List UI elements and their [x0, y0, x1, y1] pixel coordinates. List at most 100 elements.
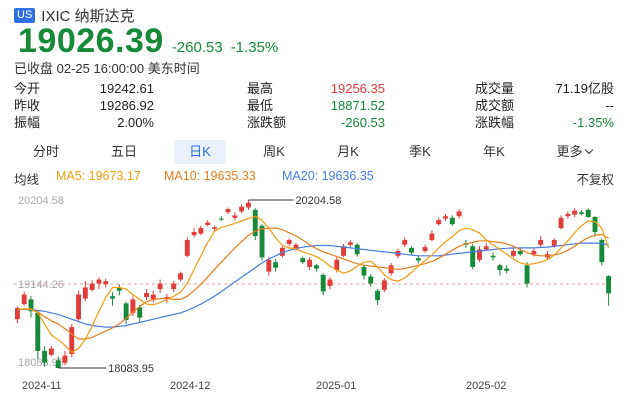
stat-value: 19256.35	[330, 81, 385, 96]
candle-body	[286, 239, 292, 244]
candle-body	[76, 294, 82, 320]
candle-body	[225, 209, 231, 213]
candle-body	[361, 266, 367, 276]
tab-daily-k[interactable]: 日K	[174, 140, 226, 164]
candle-body	[354, 244, 360, 255]
stat-value: 18871.52	[330, 98, 385, 113]
candle-body	[368, 276, 374, 284]
candle-body	[551, 239, 557, 247]
candle-body	[558, 217, 564, 229]
price-change-pct: -1.35%	[230, 39, 279, 56]
y-tick-label: 20204.58	[18, 195, 64, 207]
tab-monthly-k[interactable]: 月K	[337, 144, 359, 159]
stat-label: 成交额	[475, 98, 515, 113]
tab-more[interactable]: 更多	[542, 140, 606, 164]
stat-label: 最低	[247, 98, 274, 113]
candle-body	[483, 246, 489, 250]
tab-intraday[interactable]: 分时	[32, 144, 59, 159]
candle-body	[245, 202, 251, 208]
candle-body	[341, 246, 347, 256]
candle-body	[531, 251, 537, 255]
candle-body	[157, 283, 163, 290]
candle-body	[28, 299, 34, 312]
stat-value: 71.19亿股	[555, 81, 614, 96]
stat-label: 成交量	[475, 81, 515, 96]
stat-value: -1.35%	[572, 115, 614, 130]
ma10-line	[17, 227, 609, 340]
candle-body	[110, 296, 115, 299]
stat-label: 涨跌额	[247, 115, 287, 130]
candle-body	[320, 274, 326, 292]
candle-body	[137, 307, 143, 318]
candle-body	[578, 212, 584, 214]
candle-body	[572, 210, 578, 215]
candle-body	[279, 247, 285, 256]
candle-body	[144, 293, 149, 298]
candle-body	[239, 206, 245, 212]
candle-body	[456, 211, 462, 217]
candle-body	[436, 220, 442, 225]
candle-body	[178, 273, 183, 280]
candle-body	[300, 258, 306, 263]
price-change: -260.53	[171, 39, 223, 56]
candle-body	[375, 290, 381, 301]
candle-body	[116, 287, 122, 291]
candle-body	[347, 242, 353, 245]
candle-body	[293, 244, 299, 250]
ma-legend: 均线 MA5: 19673.17 MA10: 19635.33 MA20: 19…	[14, 169, 614, 187]
candle-body	[449, 217, 455, 225]
stat-high: 最高 19256.35	[247, 79, 385, 99]
stat-turnover: 成交额 --	[475, 96, 614, 116]
y-tick-label: 18083.95	[18, 357, 64, 369]
tab-more-label: 更多	[556, 144, 583, 159]
candle-body	[89, 283, 95, 290]
y-tick-label: 19144.26	[18, 279, 64, 291]
stat-open: 今开 19242.61	[14, 79, 154, 99]
stock-name: IXIC 纳斯达克	[41, 7, 135, 25]
candle-body	[103, 281, 109, 285]
candle-body	[443, 216, 448, 219]
candle-body	[422, 247, 428, 252]
ma10-value: MA10: 19635.33	[164, 169, 256, 183]
candlestick-chart[interactable]: 20204.58 19144.26 18083.95 20204.58 18083.95…	[0, 188, 626, 405]
stat-label: 涨跌幅	[475, 115, 515, 130]
candle-body	[490, 255, 496, 258]
candle-body	[14, 308, 20, 320]
tab-weekly-k[interactable]: 周K	[263, 144, 285, 159]
stat-change-amount: 涨跌额 -260.53	[247, 113, 385, 133]
candle-body	[62, 355, 68, 363]
tab-five-day[interactable]: 五日	[110, 144, 137, 159]
x-tick-label: 2024-12	[170, 380, 210, 392]
candle-body	[21, 294, 27, 305]
candle-body	[184, 239, 190, 256]
ma-label: 均线	[14, 173, 40, 187]
candle-body	[198, 228, 204, 234]
candle-body	[96, 279, 102, 284]
candle-body	[565, 213, 571, 217]
candle-body	[402, 239, 408, 245]
candle-body	[55, 360, 61, 368]
stat-volume: 成交量 71.19亿股	[475, 79, 614, 99]
candle-body	[388, 265, 394, 274]
price-adjust-toggle[interactable]: 不复权	[576, 173, 614, 187]
candle-body	[123, 303, 129, 320]
candle-body	[524, 265, 530, 284]
market-status: 已收盘 02-25 16:00:00 美东时间	[14, 61, 200, 76]
stat-value: 2.00%	[117, 115, 154, 130]
price-row: 19026.39 -260.53 -1.35%	[18, 22, 278, 61]
candle-body	[212, 227, 217, 229]
candle-body	[327, 279, 333, 286]
stat-value: -260.53	[340, 115, 385, 130]
chevron-down-icon	[584, 145, 593, 155]
x-tick-label: 2025-02	[466, 380, 506, 392]
candle-body	[538, 239, 544, 245]
tab-yearly-k[interactable]: 年K	[483, 144, 505, 159]
candle-body	[307, 259, 313, 267]
stat-value: 19242.61	[99, 81, 154, 96]
candle-body	[334, 259, 340, 271]
stat-label: 今开	[14, 81, 41, 96]
tab-quarterly-k[interactable]: 季K	[409, 144, 431, 159]
x-tick-label: 2025-01	[316, 380, 356, 392]
candle-body	[35, 312, 41, 351]
candle-body	[164, 297, 170, 299]
